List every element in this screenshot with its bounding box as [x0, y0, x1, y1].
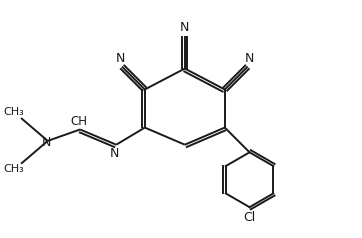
- Text: N: N: [180, 21, 189, 34]
- Text: CH: CH: [70, 115, 87, 128]
- Text: CH₃: CH₃: [4, 107, 25, 117]
- Text: N: N: [110, 147, 119, 160]
- Text: N: N: [116, 52, 125, 65]
- Text: N: N: [42, 135, 51, 149]
- Text: N: N: [244, 52, 254, 65]
- Text: Cl: Cl: [243, 211, 256, 224]
- Text: CH₃: CH₃: [4, 164, 25, 174]
